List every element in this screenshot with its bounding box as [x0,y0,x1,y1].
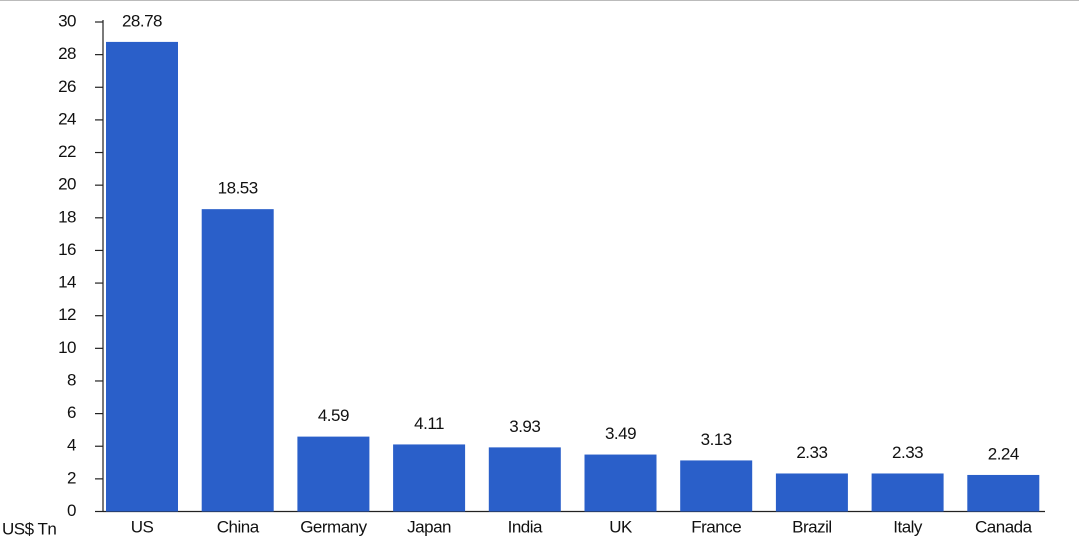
y-tick-label: 16 [58,240,76,259]
value-label: 2.33 [796,443,827,462]
value-label: 28.78 [122,11,162,30]
y-tick-label: 4 [67,436,76,455]
bar [393,444,466,512]
y-tick-label: 2 [67,468,76,487]
value-label: 3.13 [701,430,732,449]
y-tick-label: 24 [58,109,76,128]
x-tick-label: UK [609,517,633,536]
value-label: 3.49 [605,424,636,443]
x-tick-label: Italy [893,517,923,536]
bar [775,473,848,512]
x-tick-label: France [691,517,741,536]
y-tick-label: 6 [67,403,76,422]
y-tick-label: 26 [58,77,76,96]
y-tick-label: 14 [58,273,76,292]
bar [967,474,1040,512]
y-tick-label: 10 [58,338,76,357]
y-tick-label: 28 [58,44,76,63]
x-tick-label: Canada [975,517,1033,536]
y-tick-label: 22 [58,142,76,161]
y-tick-label: 30 [58,11,76,30]
x-tick-label: US [131,517,154,536]
value-label: 4.11 [414,414,444,433]
y-tick-label: 12 [58,305,76,324]
y-tick-label: 18 [58,207,76,226]
bar [680,460,753,512]
bar [297,436,370,512]
y-tick-label: 8 [67,370,76,389]
value-label: 4.59 [318,406,349,425]
x-tick-label: Germany [300,517,367,536]
bar [106,41,178,512]
bar [871,473,944,512]
bar [584,454,657,512]
y-axis-label: US$ Tn [2,519,56,536]
y-tick-label: 0 [67,501,76,520]
value-label: 3.93 [509,417,540,436]
bar [488,447,561,512]
x-tick-label: Brazil [792,517,832,536]
value-label: 2.24 [988,444,1019,463]
x-tick-label: India [508,517,543,536]
bar [201,209,274,512]
y-tick-label: 20 [58,175,76,194]
value-label: 18.53 [218,179,258,198]
x-tick-label: China [217,517,260,536]
value-label: 2.33 [892,443,923,462]
x-tick-label: Japan [407,517,451,536]
